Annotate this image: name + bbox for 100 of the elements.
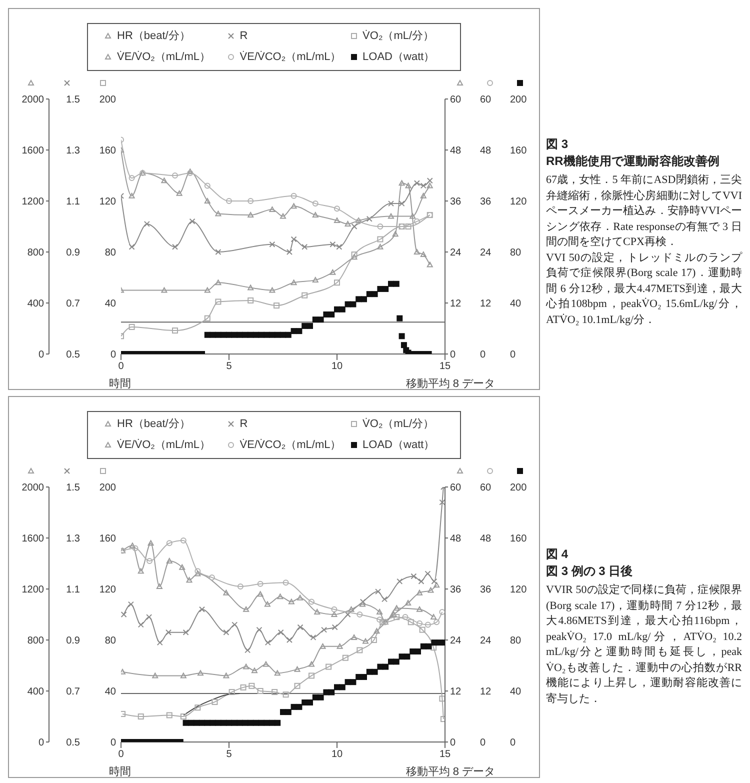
y2-tick-label: 48 xyxy=(480,534,492,545)
y3-tick-label: 1200 xyxy=(22,584,44,596)
y2-tick-label: 1.3 xyxy=(66,534,80,545)
text: 移動平均 8 データ xyxy=(406,377,495,391)
y2-tick-label: 12 xyxy=(480,298,492,310)
x-tick-label: 0 xyxy=(118,361,124,372)
text: VVI 50の設定，トレッドミルのランプ負荷で症候限界(Borg scale 17)．運動時間 6 分12秒，最大4.47METS到達，最大心拍108bpm，peakV̇O₂ 15.6mL/kg/分，ATV̇O₂ 10.1mL/kg/分． xyxy=(546,250,742,328)
legend-label: HR（beat/分） xyxy=(117,417,190,431)
x-axis-title: 時間 xyxy=(109,765,131,779)
y-tick-label: 60 xyxy=(450,94,462,106)
y2-tick-label: 60 xyxy=(480,482,492,494)
y2-tick-label: 36 xyxy=(480,196,492,208)
y3-tick-label: 1600 xyxy=(22,534,44,545)
y2-tick-label: 36 xyxy=(480,584,492,596)
y2-tick-label: 0.5 xyxy=(66,738,80,749)
y-tick-label: 160 xyxy=(99,534,116,545)
y-tick-label: 12 xyxy=(450,298,462,310)
y2-tick-label: 24 xyxy=(480,636,492,647)
y-tick-label: 40 xyxy=(104,298,116,310)
y3-tick-label: 0 xyxy=(510,738,516,749)
y-tick-label: 0 xyxy=(450,350,456,361)
y-tick-label: 200 xyxy=(99,482,116,494)
y3-tick-label: 2000 xyxy=(22,482,44,494)
y-tick-label: 40 xyxy=(104,686,116,698)
legend-label: V̇E/V̇O₂（mL/mL） xyxy=(117,50,211,64)
legend-label: V̇E/V̇CO₂（mL/mL） xyxy=(240,438,342,452)
y2-tick-label: 60 xyxy=(480,94,492,106)
y-tick-label: 0 xyxy=(110,738,116,749)
y2-tick-label: 1.1 xyxy=(66,584,80,596)
y-tick-label: 120 xyxy=(99,584,116,596)
y3-tick-label: 200 xyxy=(510,94,528,106)
y3-tick-label: 40 xyxy=(510,686,522,698)
x-tick-label: 5 xyxy=(226,361,232,372)
caption: 図 3 xyxy=(546,136,570,153)
x-tick-label: 15 xyxy=(439,361,451,372)
y3-tick-label: 800 xyxy=(27,248,44,259)
y2-tick-label: 0.7 xyxy=(66,298,80,310)
x-axis-title: 時間 xyxy=(109,377,131,391)
y2-tick-label: 1.5 xyxy=(66,94,80,106)
y-tick-label: 48 xyxy=(450,146,462,157)
y3-tick-label: 1600 xyxy=(22,146,44,157)
text: VVIR 50の設定で同様に負荷，症候限界(Borg scale 17)，運動時間 7 分12秒，最大4.86METS到達，最大心拍116bpm，peakV̇O₂ 17.0 mL/kg/分，ATV̇O₂ 10.2 mL/kg/分と運動時間も延長し，peak V̇O₂も改善した．運動中の心拍数がRR機能により上昇し，運動耐容能改善に寄与した． xyxy=(546,583,742,706)
y-tick-label: 80 xyxy=(104,636,116,647)
y2-tick-label: 12 xyxy=(480,686,492,698)
legend-label: LOAD（watt） xyxy=(362,438,435,452)
y-tick-label: 36 xyxy=(450,196,462,208)
legend-label: V̇O₂（mL/分） xyxy=(362,417,434,431)
text: 67歳，女性．5 年前にASD閉鎖術，三尖弁縫縮術，徐脈性心房細動に対してVVIペースメーカー植込み．安静時VVIペーシング依存．Rate responseの有無で 3 日間の間を空けてCPX再検． xyxy=(546,173,742,250)
y2-tick-label: 0 xyxy=(480,350,486,361)
text: RR機能使用で運動耐容能改善例 xyxy=(546,153,720,170)
legend-label: V̇O₂（mL/分） xyxy=(362,29,434,43)
y-tick-label: 80 xyxy=(104,248,116,259)
y-tick-label: 200 xyxy=(99,94,116,106)
y2-tick-label: 0.5 xyxy=(66,350,80,361)
x-tick-label: 10 xyxy=(331,749,343,760)
y2-tick-label: 0 xyxy=(480,738,486,749)
y3-tick-label: 120 xyxy=(510,196,528,208)
x-tick-label: 0 xyxy=(118,749,124,760)
y2-tick-label: 48 xyxy=(480,146,492,157)
y-tick-label: 0 xyxy=(450,738,456,749)
y-tick-label: 60 xyxy=(450,482,462,494)
x-tick-label: 10 xyxy=(331,361,343,372)
text: 移動平均 8 データ xyxy=(406,765,495,779)
y3-tick-label: 400 xyxy=(27,686,44,698)
y3-tick-label: 0 xyxy=(510,350,516,361)
y3-tick-label: 160 xyxy=(510,146,528,157)
y2-tick-label: 0.9 xyxy=(66,248,80,259)
y3-tick-label: 800 xyxy=(27,636,44,647)
y2-tick-label: 1.3 xyxy=(66,146,80,157)
legend-label: V̇E/V̇CO₂（mL/mL） xyxy=(240,50,342,64)
y-tick-label: 12 xyxy=(450,686,462,698)
y3-tick-label: 80 xyxy=(510,248,522,259)
legend-label: R xyxy=(240,30,248,42)
y-tick-label: 160 xyxy=(99,146,116,157)
y2-tick-label: 1.1 xyxy=(66,196,80,208)
y-tick-label: 120 xyxy=(99,196,116,208)
caption: 図 3 例の 3 日後 xyxy=(546,563,634,580)
caption: 図 4 xyxy=(546,546,570,563)
y2-tick-label: 0.7 xyxy=(66,686,80,698)
y-tick-label: 0 xyxy=(110,350,116,361)
legend-label: R xyxy=(240,418,248,430)
y3-tick-label: 120 xyxy=(510,584,528,596)
y-tick-label: 48 xyxy=(450,534,462,545)
y3-tick-label: 0 xyxy=(38,738,44,749)
y3-tick-label: 0 xyxy=(38,350,44,361)
y2-tick-label: 24 xyxy=(480,248,492,259)
legend-label: HR（beat/分） xyxy=(117,29,190,43)
legend-label: V̇E/V̇O₂（mL/mL） xyxy=(117,438,211,452)
y2-tick-label: 1.5 xyxy=(66,482,80,494)
legend-label: LOAD（watt） xyxy=(362,50,435,64)
y2-tick-label: 0.9 xyxy=(66,636,80,647)
y-tick-label: 24 xyxy=(450,636,462,647)
y3-tick-label: 160 xyxy=(510,534,528,545)
y3-tick-label: 40 xyxy=(510,298,522,310)
y3-tick-label: 200 xyxy=(510,482,528,494)
y3-tick-label: 2000 xyxy=(22,94,44,106)
y3-tick-label: 1200 xyxy=(22,196,44,208)
y-tick-label: 36 xyxy=(450,584,462,596)
y3-tick-label: 400 xyxy=(27,298,44,310)
x-tick-label: 5 xyxy=(226,749,232,760)
